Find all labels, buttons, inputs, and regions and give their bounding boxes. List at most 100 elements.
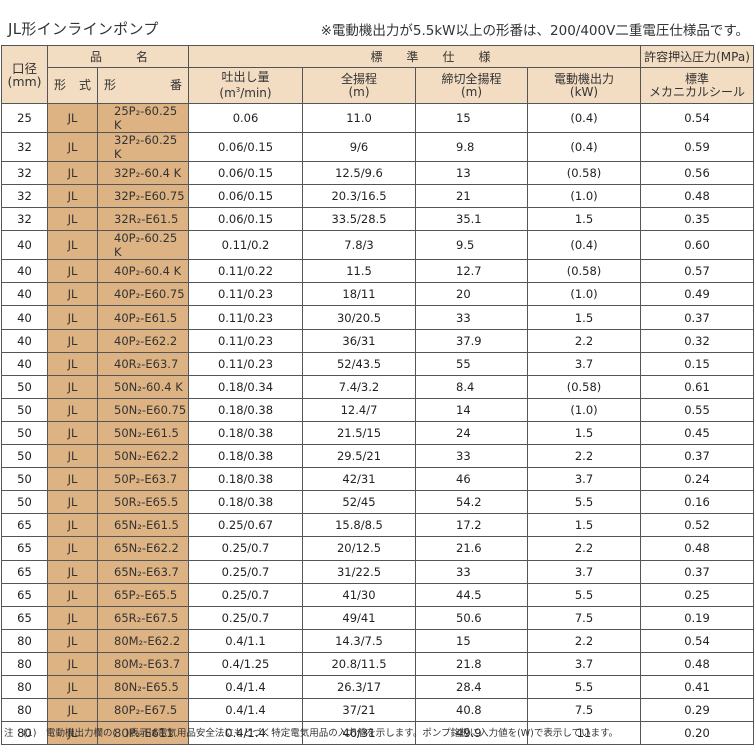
cell-motor-output: (1.0) [526,184,642,209]
cell-pressure: 0.32 [640,328,755,353]
header-flow-unit-pre: (m [219,86,236,100]
header-shutoff-head: 締切全揚程 (m) [415,67,528,104]
cell-shutoff-head: 40.8 [415,698,528,723]
cell-flow: 0.25/0.7 [188,559,303,584]
cell-type: JL [47,259,98,284]
cell-bore: 80 [1,651,48,676]
header-motor-output-label: 電動機出力 [554,71,615,86]
cell-motor-output: 3.7 [526,467,642,492]
table-row: 40 JL 40P₂-60.25 K 0.11/0.2 7.8/3 9.5 (0.4) 0.6… [1,230,755,261]
cell-pressure: 0.48 [640,651,755,676]
cell-shutoff-head: 21 [415,184,528,209]
cell-shutoff-head: 21.8 [415,651,528,676]
table-row: 65 JL 65N₂-E63.7 0.25/0.7 31/22.5 33 3.7 0.37 [1,559,755,584]
cell-flow: 0.18/0.38 [188,444,303,469]
cell-type: JL [47,184,98,209]
cell-total-head: 20.3/16.5 [302,184,416,209]
cell-motor-output: 5.5 [526,490,642,515]
cell-model: 50P₂-E63.7 [97,467,189,492]
cell-pressure: 0.52 [640,513,755,538]
cell-pressure: 0.54 [640,628,755,653]
cell-motor-output: 5.5 [526,674,642,700]
cell-pressure: 0.37 [640,305,755,330]
header-motor-output: 電動機出力 (kW) [526,67,642,104]
header-shutoff-head-label: 締切全揚程 [441,71,502,86]
cell-bore: 40 [1,351,48,376]
cell-motor-output: 1.5 [526,513,642,538]
cell-motor-output: (0.4) [526,230,642,261]
cell-model: 65P₂-E65.5 [97,582,189,607]
cell-bore: 40 [1,230,48,261]
title-row: JL形インラインポンプ ※電動機出力が5.5kW以上の形番は、200/400V二… [0,18,755,42]
cell-bore: 80 [1,721,48,746]
table-row: 65 JL 65R₂-E67.5 0.25/0.7 49/41 50.6 7.5 0.19 [1,605,755,630]
cell-pressure: 0.56 [640,160,755,186]
page-title: JL形インラインポンプ [8,20,159,38]
cell-model: 40P₂-E62.2 [97,328,189,353]
cell-flow: 0.18/0.38 [188,397,303,422]
cell-total-head: 12.5/9.6 [302,160,416,186]
cell-motor-output: 1.5 [526,305,642,330]
cell-pressure: 0.59 [640,132,755,162]
header-model: 形 番 [97,67,189,104]
cell-motor-output: 3.7 [526,351,642,376]
cell-motor-output: (0.4) [526,132,642,162]
header-flow-label: 吐出し量 [221,70,270,84]
cell-total-head: 33.5/28.5 [302,207,416,232]
header-mechanical-seal: 標準 メカニカルシール [640,67,755,104]
cell-type: JL [47,230,98,261]
cell-motor-output: 3.7 [526,559,642,584]
cell-bore: 80 [1,674,48,700]
cell-shutoff-head: 15 [415,628,528,653]
cell-model: 40P₂-60.4 K [97,259,189,284]
table-row: 50 JL 50P₂-E63.7 0.18/0.38 42/31 46 3.7 0.24 [1,467,755,492]
cell-bore: 40 [1,328,48,353]
cell-bore: 50 [1,420,48,446]
header-mechanical-seal-label2: メカニカルシール [649,84,746,99]
table-row: 40 JL 40P₂-60.4 K 0.11/0.22 11.5 12.7 (0.58) 0.… [1,259,755,284]
cell-pressure: 0.25 [640,582,755,607]
cell-shutoff-head: 13 [415,160,528,186]
cell-pressure: 0.24 [640,467,755,492]
header-flow-unit-post: /min) [240,86,272,100]
cell-bore: 65 [1,513,48,538]
header-flow-unit-sup: 3 [235,86,241,94]
cell-pressure: 0.37 [640,444,755,469]
header-total-head-label: 全揚程 [340,71,377,86]
header-row-2: 形 式 形 番 吐出し量 (m3/min) 全揚程 (m) 締切全揚程 (m) [2,67,755,104]
cell-bore: 25 [1,103,48,133]
cell-shutoff-head: 21.6 [415,536,528,561]
table-row: 40 JL 40P₂-E60.75 0.11/0.23 18/11 20 (1.0) 0.49 [1,282,755,307]
cell-total-head: 41/30 [302,582,416,607]
cell-shutoff-head: 33 [415,444,528,469]
header-row-1: 口径 (mm) 品 名 標 準 仕 様 許容押込圧力(MPa) [1,45,755,104]
cell-total-head: 52/45 [302,490,416,515]
cell-model: 50N₂-60.4 K [97,374,189,399]
cell-shutoff-head: 46 [415,467,528,492]
header-total-head: 全揚程 (m) [302,67,416,104]
cell-shutoff-head: 55 [415,351,528,376]
cell-shutoff-head: 37.9 [415,328,528,353]
cell-model: 50N₂-E62.2 [97,444,189,469]
cell-motor-output: 5.5 [526,582,642,607]
header-model-left: 形 [104,78,117,92]
cell-bore: 65 [1,582,48,607]
cell-model: 65N₂-E63.7 [97,559,189,584]
cell-pressure: 0.48 [640,536,755,561]
cell-bore: 32 [1,132,48,162]
cell-model: 40P₂-E60.75 [97,282,189,307]
cell-type: JL [47,490,98,515]
cell-bore: 80 [1,698,48,723]
cell-model: 80M₂-E63.7 [97,651,189,676]
table-row: 50 JL 50N₂-E61.5 0.18/0.38 21.5/15 24 1.5 0.45 [1,420,755,446]
cell-bore: 32 [1,160,48,186]
cell-type: JL [47,559,98,584]
cell-motor-output: 2.2 [526,328,642,353]
cell-motor-output: (0.58) [526,259,642,284]
cell-pressure: 0.20 [640,721,755,746]
cell-type: JL [47,605,98,630]
cell-pressure: 0.61 [640,374,755,399]
cell-total-head: 15.8/8.5 [302,513,416,538]
cell-model: 80N₂-E65.5 [97,674,189,700]
spec-table-body: 25 JL 25P₂-60.25 K 0.06 11.0 15 (0.4) 0.54 32 JL 3… [1,103,755,746]
